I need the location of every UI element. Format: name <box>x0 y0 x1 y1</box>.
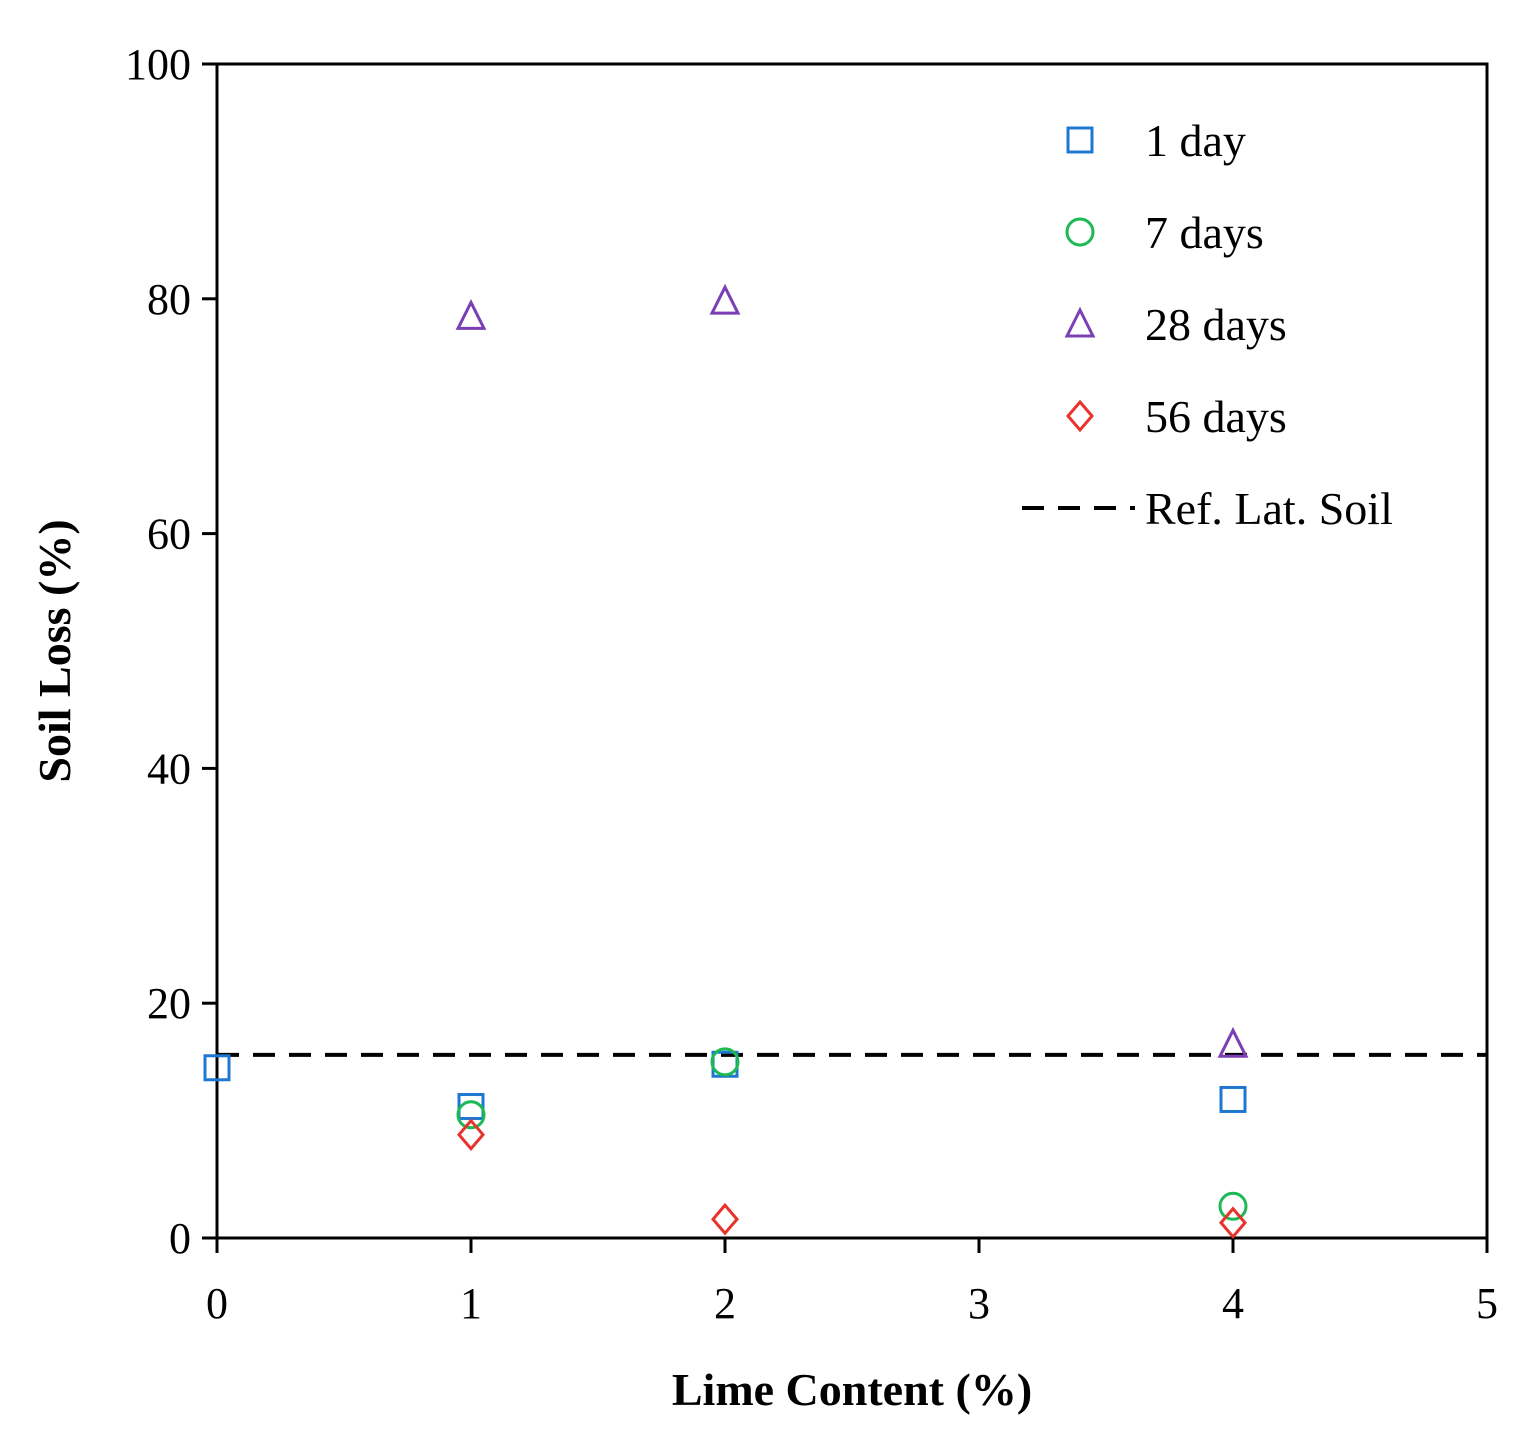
data-markers <box>203 283 1249 1240</box>
marker-7-days <box>456 1100 486 1130</box>
marker-1-day <box>1219 1085 1247 1113</box>
y-tick-label: 20 <box>147 979 191 1028</box>
legend-label-1-day: 1 day <box>1145 115 1246 166</box>
marker-56-days <box>711 1202 739 1236</box>
x-axis-title: Lime Content (%) <box>672 1364 1032 1415</box>
legend-marker-28-days <box>1064 306 1096 338</box>
y-tick-label: 60 <box>147 510 191 559</box>
y-tick-label: 80 <box>147 275 191 324</box>
y-tick-label: 40 <box>147 744 191 793</box>
legend-marker-7-days <box>1065 217 1095 247</box>
x-tick-label: 3 <box>968 1279 990 1328</box>
plot-frame <box>215 62 1489 1240</box>
marker-28-days <box>1217 1026 1249 1058</box>
x-tick-label: 2 <box>714 1279 736 1328</box>
legend-marker-56-days <box>1066 399 1094 433</box>
x-tick-label: 4 <box>1222 1279 1244 1328</box>
legend: 1 day 7 days 28 days 56 days Ref. Lat. Soil <box>1022 115 1393 534</box>
marker-28-days <box>455 299 487 330</box>
y-tick-label: 100 <box>125 40 191 89</box>
legend-label-ref-lat-soil: Ref. Lat. Soil <box>1145 483 1393 534</box>
legend-label-56-days: 56 days <box>1145 391 1287 442</box>
legend-marker-1-day <box>1066 126 1094 154</box>
marker-7-days <box>710 1047 740 1077</box>
marker-56-days <box>457 1118 485 1151</box>
x-tick-label: 1 <box>460 1279 482 1328</box>
x-tick-label: 0 <box>206 1279 228 1328</box>
x-tick-label: 5 <box>1476 1279 1498 1328</box>
legend-label-28-days: 28 days <box>1145 299 1287 350</box>
marker-56-days <box>1219 1206 1247 1240</box>
legend-label-7-days: 7 days <box>1145 207 1264 258</box>
y-tick-label: 0 <box>169 1214 191 1263</box>
marker-28-days <box>709 283 741 315</box>
marker-1-day <box>203 1054 231 1082</box>
y-axis-title: Soil Loss (%) <box>29 519 80 782</box>
axes: 0 20 40 60 80 100 0 1 2 3 4 5 <box>125 40 1498 1328</box>
marker-7-days <box>1218 1191 1248 1221</box>
